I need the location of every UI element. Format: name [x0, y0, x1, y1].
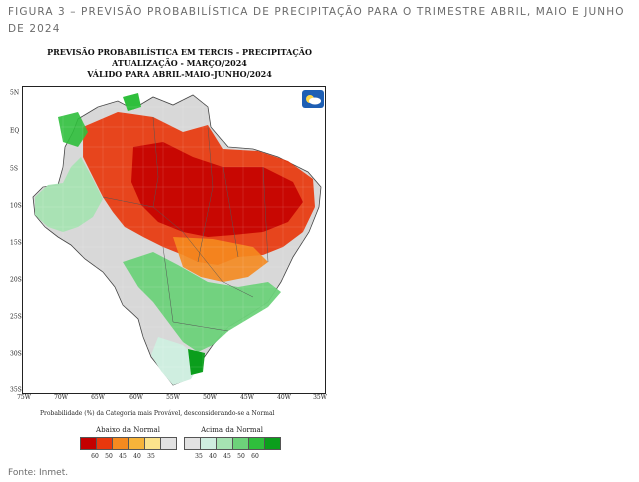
- legend-swatch: [128, 437, 145, 450]
- figure-caption: FIGURA 3 – PREVISÃO PROBABILÍSTICA DE PR…: [8, 6, 625, 35]
- legend-tick: 50: [105, 453, 113, 460]
- lat-label: 15S: [10, 239, 22, 247]
- legend-below-swatches: [80, 437, 177, 450]
- lon-label: 75W: [17, 394, 31, 401]
- inpe-cloud-logo-icon: [302, 90, 324, 108]
- lat-label: 20S: [10, 276, 22, 284]
- lon-label: 45W: [240, 394, 254, 401]
- map-title-line3: VÁLIDO PARA ABRIL-MAIO-JUNHO/2024: [87, 69, 272, 79]
- legend-below-normal: Abaixo da Normal 60 50 45 40 35: [80, 426, 177, 460]
- legend-swatch: [232, 437, 249, 450]
- lat-label: 5N: [10, 89, 20, 97]
- lon-label: 65W: [91, 394, 105, 401]
- lon-label: 70W: [54, 394, 68, 401]
- legend-below-title: Abaixo da Normal: [96, 426, 160, 434]
- moderate-below-band: [173, 237, 268, 282]
- map-title-line1: PREVISÃO PROBABILÍSTICA EM TERCIS - PREC…: [47, 47, 312, 57]
- probability-note: Probabilidade (%) da Categoria mais Prov…: [40, 410, 275, 417]
- legend-below-ticks: 60 50 45 40 35: [88, 453, 176, 460]
- lon-label: 35W: [313, 394, 327, 401]
- legend-swatch: [200, 437, 217, 450]
- legend-swatch: [248, 437, 265, 450]
- legend-swatch: [264, 437, 281, 450]
- brazil-map: [23, 87, 325, 393]
- legend-tick: 35: [147, 453, 155, 460]
- lat-label: EQ: [10, 127, 20, 135]
- forecast-map: [22, 86, 326, 394]
- above-normal-south: [123, 252, 281, 352]
- lon-label: 50W: [203, 394, 217, 401]
- lat-label: 10S: [10, 202, 22, 210]
- legend-above-normal: Acima da Normal 35 40 45 50 60: [184, 426, 281, 460]
- legend-swatch: [216, 437, 233, 450]
- lat-label: 25S: [10, 313, 22, 321]
- legend-tick: 40: [133, 453, 141, 460]
- lon-label: 60W: [129, 394, 143, 401]
- legend-tick: 35: [195, 453, 203, 460]
- north-green-patch: [58, 112, 88, 147]
- legend-swatch: [160, 437, 177, 450]
- legend-tick: 45: [223, 453, 231, 460]
- lat-label: 5S: [10, 165, 18, 173]
- legend-tick: 45: [119, 453, 127, 460]
- lat-label: 35S: [10, 386, 22, 394]
- legend-tick: 60: [251, 453, 259, 460]
- lon-label: 55W: [166, 394, 180, 401]
- source-note: Fonte: Inmet.: [8, 468, 69, 478]
- state-borders: [102, 116, 269, 332]
- legend-tick: 40: [209, 453, 217, 460]
- map-title-line2: ATUALIZAÇÃO - MARÇO/2024: [112, 58, 247, 68]
- grid-cells: [23, 87, 325, 393]
- lat-label: 30S: [10, 350, 22, 358]
- legend-swatch: [96, 437, 113, 450]
- legend-above-title: Acima da Normal: [201, 426, 263, 434]
- legend-swatch: [80, 437, 97, 450]
- legend-swatch: [184, 437, 201, 450]
- legend-above-ticks: 35 40 45 50 60: [192, 453, 280, 460]
- northwest-mixed-region: [35, 157, 103, 232]
- legend-swatch: [112, 437, 129, 450]
- legend-above-swatches: [184, 437, 281, 450]
- legend-tick: 60: [91, 453, 99, 460]
- south-light-region: [151, 337, 201, 385]
- far-north-patch: [123, 93, 141, 111]
- lon-label: 40W: [277, 394, 291, 401]
- legend-tick: 50: [237, 453, 245, 460]
- strong-below-region: [131, 142, 303, 237]
- south-strong-patch: [188, 349, 205, 375]
- legend-swatch: [144, 437, 161, 450]
- map-title: PREVISÃO PROBABILÍSTICA EM TERCIS - PREC…: [22, 47, 337, 80]
